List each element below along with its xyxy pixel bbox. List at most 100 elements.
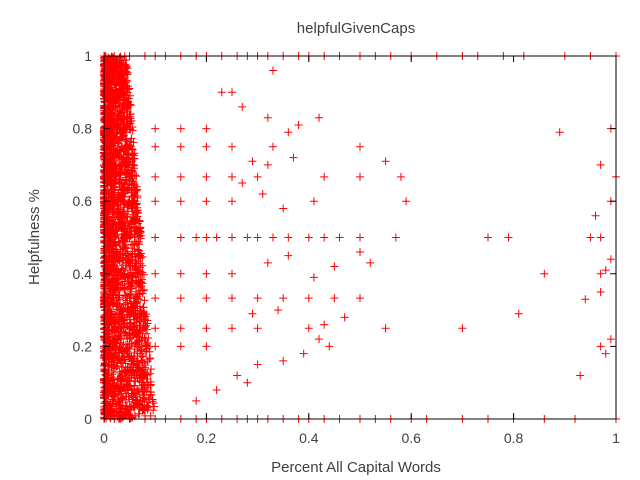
data-point [116, 250, 125, 259]
data-point [118, 315, 127, 324]
data-point [130, 222, 139, 231]
data-point [110, 78, 119, 87]
data-point [176, 233, 185, 242]
data-point [100, 253, 109, 262]
data-point [111, 344, 120, 353]
data-point [116, 369, 125, 378]
data-point [108, 101, 117, 110]
data-point [141, 312, 150, 321]
data-point [101, 168, 110, 177]
data-point [304, 324, 313, 333]
data-point [116, 401, 125, 410]
data-point [115, 301, 124, 310]
data-point [127, 366, 136, 375]
data-point [110, 213, 119, 222]
data-point [136, 267, 145, 276]
data-point [125, 294, 134, 303]
data-point [131, 377, 140, 386]
data-point [606, 255, 615, 264]
data-point [114, 111, 123, 120]
data-point [122, 136, 131, 145]
data-point [139, 270, 148, 279]
data-point [128, 389, 137, 398]
data-point [309, 197, 318, 206]
data-point [124, 150, 133, 159]
data-point [117, 382, 126, 391]
x-tick-label: 0.2 [197, 430, 217, 446]
data-point [106, 201, 115, 210]
data-point [228, 142, 236, 151]
data-point [127, 355, 136, 364]
data-point [114, 411, 123, 420]
data-point [299, 349, 308, 358]
data-point [110, 231, 119, 240]
data-point [125, 84, 134, 93]
data-point [304, 233, 313, 242]
data-point [133, 313, 142, 322]
data-point [294, 120, 303, 129]
data-point [381, 157, 390, 166]
data-point [151, 342, 160, 351]
data-point [138, 405, 147, 414]
data-point [176, 142, 185, 151]
data-point [228, 294, 236, 303]
data-point [128, 272, 137, 281]
data-point [123, 345, 132, 354]
data-point [136, 346, 145, 355]
data-point [120, 218, 129, 227]
data-point [114, 207, 123, 216]
data-point [102, 129, 111, 138]
data-point [116, 338, 125, 347]
data-point [151, 124, 160, 133]
data-point [109, 242, 118, 251]
data-point [151, 324, 160, 333]
data-point [284, 233, 293, 242]
data-point [253, 233, 262, 242]
data-point [111, 134, 120, 143]
data-point [253, 172, 262, 181]
data-point [356, 142, 364, 151]
data-point [100, 383, 109, 392]
data-point [129, 180, 138, 189]
data-point [115, 342, 124, 351]
data-point [133, 342, 142, 351]
data-point [121, 251, 130, 260]
data-point [108, 395, 117, 404]
data-point [131, 200, 140, 209]
data-point [284, 128, 293, 137]
data-point [140, 334, 149, 343]
data-point [238, 179, 247, 188]
data-point [113, 375, 122, 384]
data-point [125, 233, 134, 242]
data-point [243, 378, 252, 387]
data-point [263, 113, 272, 122]
data-point [253, 360, 262, 369]
data-point [150, 402, 159, 411]
data-point [176, 172, 185, 181]
data-point [123, 97, 132, 106]
data-point [151, 197, 160, 206]
data-point [134, 409, 143, 418]
data-point [115, 146, 124, 155]
data-point [119, 269, 128, 278]
data-point [356, 172, 364, 181]
data-point [127, 216, 136, 225]
data-point [135, 251, 144, 260]
data-point [555, 128, 564, 137]
data-point [108, 69, 117, 78]
y-tick-label: 1 [84, 48, 92, 64]
data-point [131, 218, 140, 227]
data-point [123, 249, 132, 258]
data-point [212, 233, 221, 242]
data-point [315, 113, 324, 122]
data-point [107, 224, 116, 233]
data-point [125, 172, 134, 181]
data-point [132, 397, 141, 406]
data-point [106, 277, 115, 286]
data-point [125, 397, 134, 406]
data-point [111, 290, 120, 299]
data-point [258, 189, 267, 198]
data-point [104, 177, 113, 186]
